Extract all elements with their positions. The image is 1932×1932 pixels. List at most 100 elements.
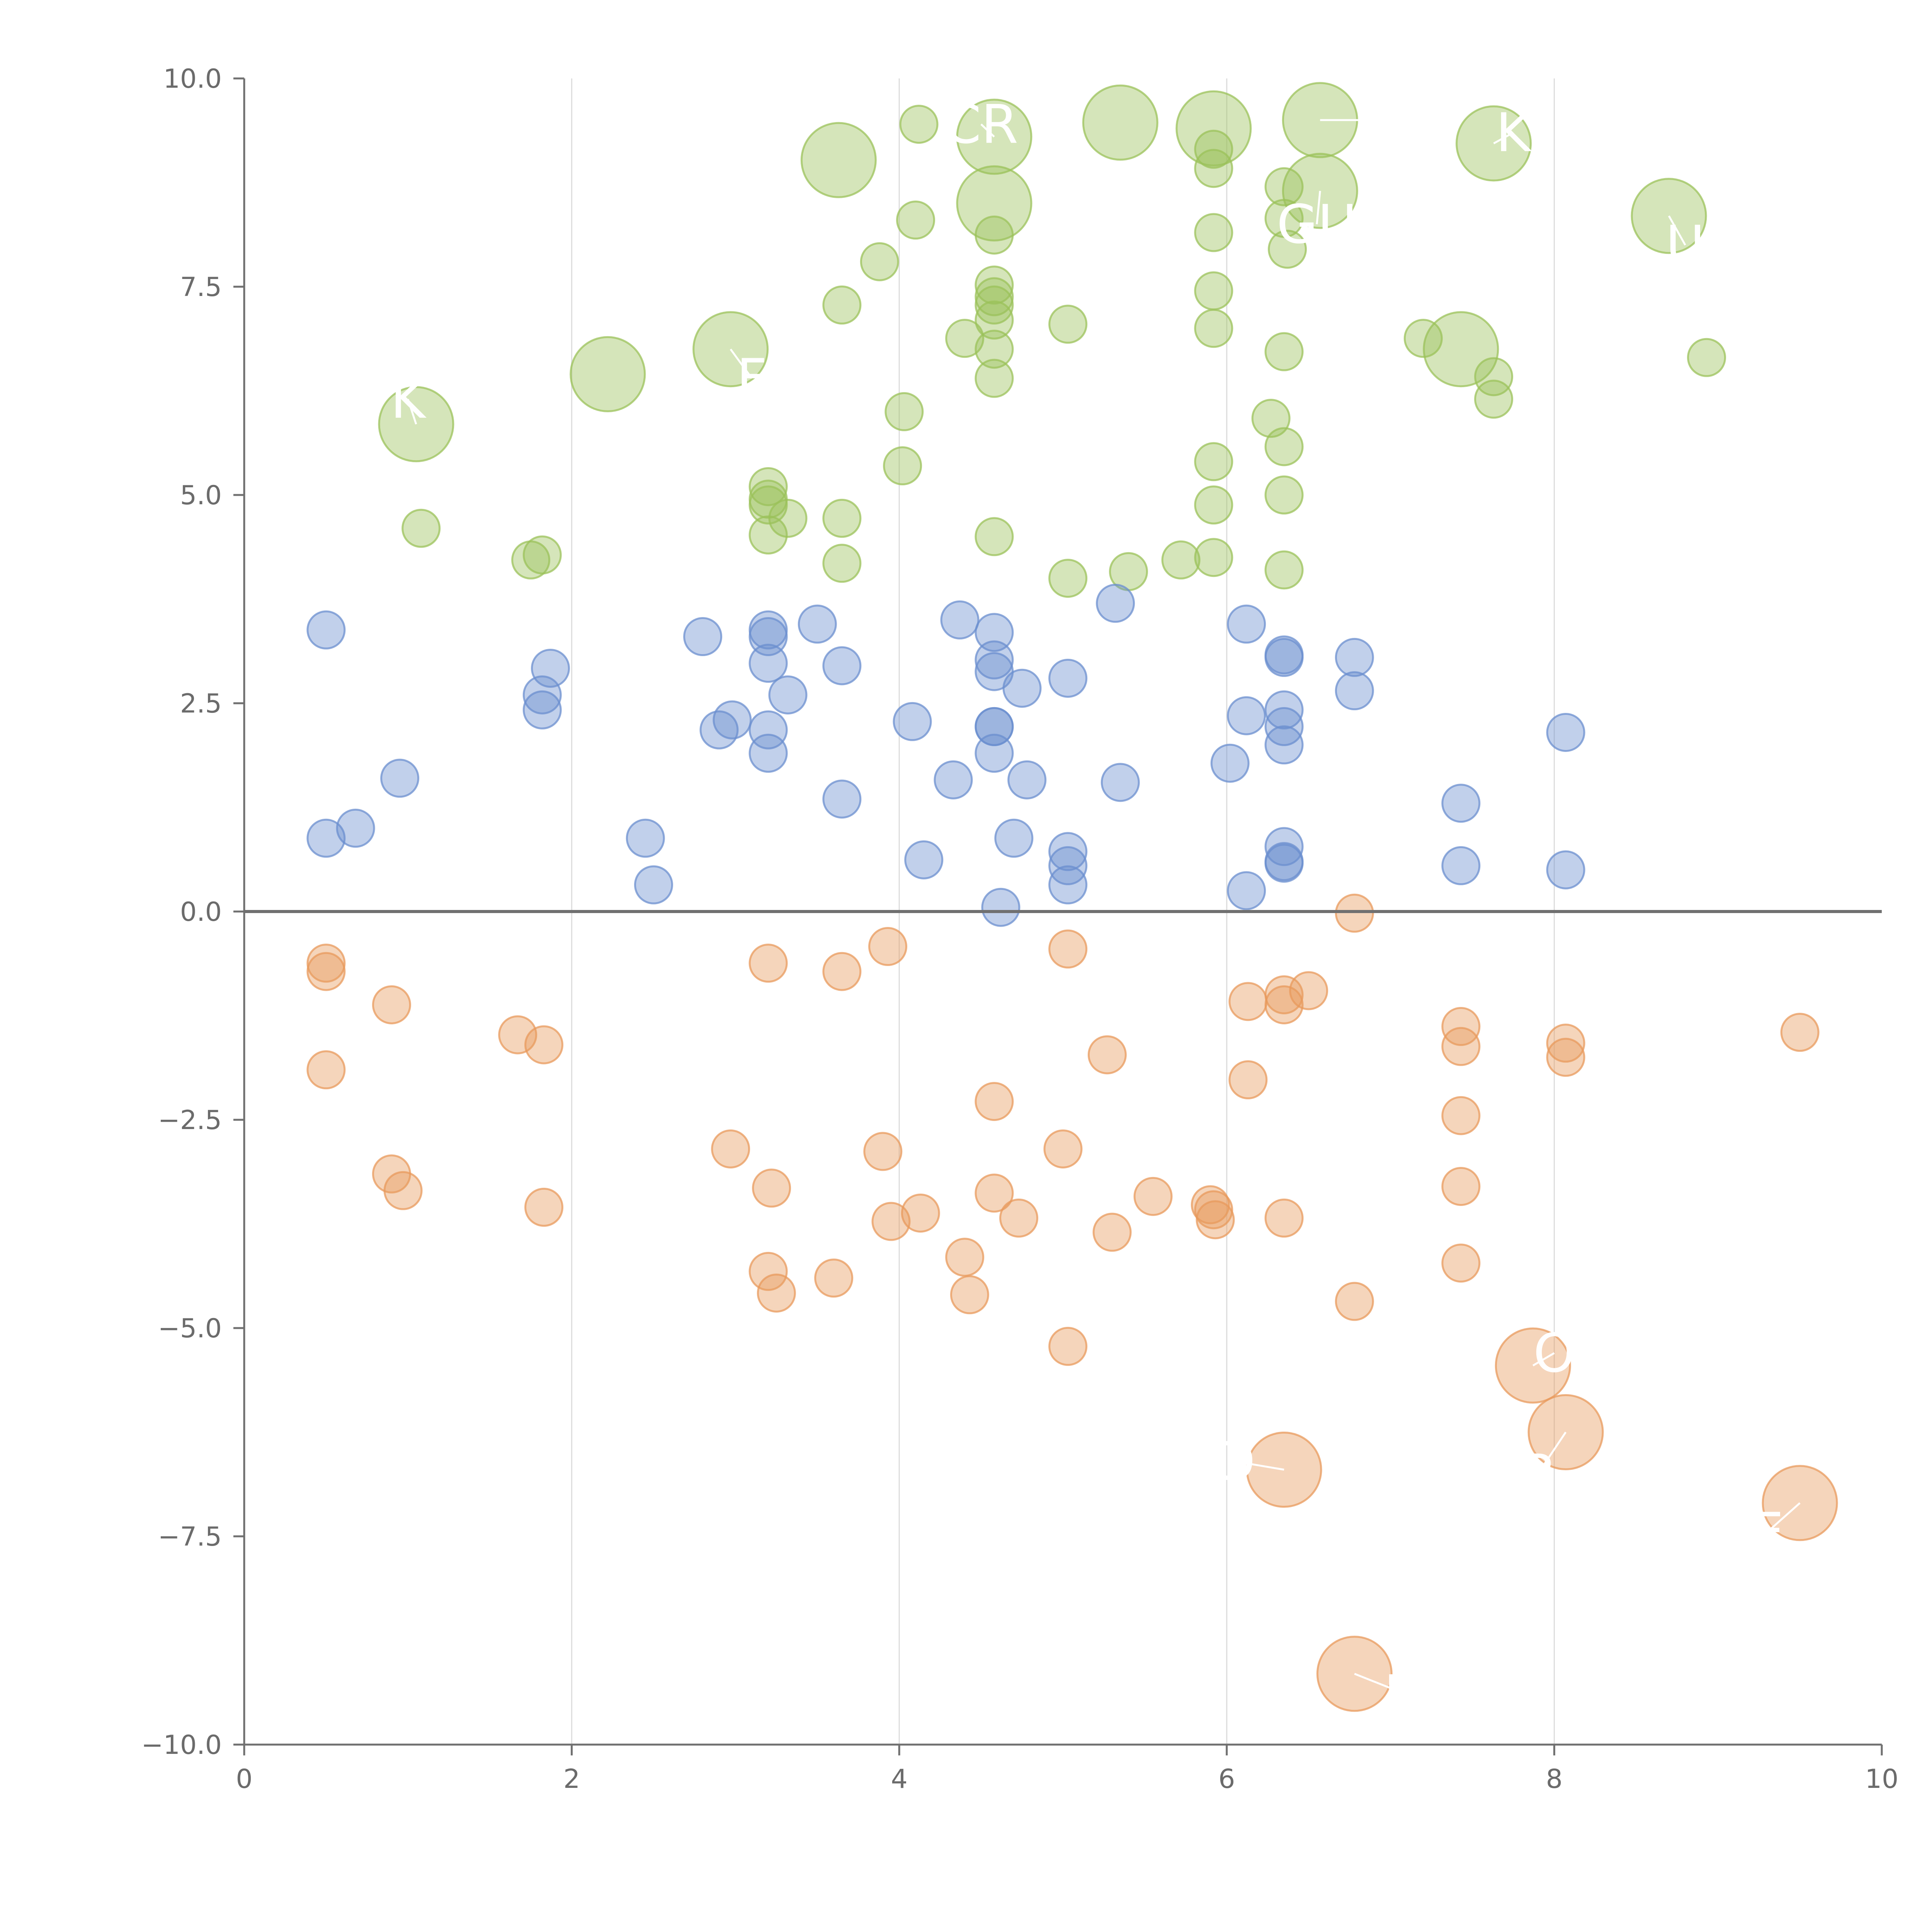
data-point-blue-11	[713, 700, 752, 740]
data-point-blue-46	[1264, 638, 1304, 677]
label-leader-1	[980, 123, 995, 138]
data-point-green-56	[1264, 475, 1304, 515]
data-point-orange-45	[1441, 1167, 1481, 1206]
data-point-blue-5	[522, 690, 562, 730]
data-point-blue-42	[1227, 604, 1266, 644]
point-label-5: K	[1496, 102, 1532, 164]
data-point-blue-39	[1096, 583, 1135, 623]
data-point-blue-14	[748, 644, 788, 683]
data-point-green-11	[1423, 311, 1499, 388]
data-point-green-3	[800, 122, 877, 198]
y-tick-label-8: 10.0	[163, 64, 222, 94]
data-point-blue-16	[748, 733, 788, 773]
data-point-orange-32	[1194, 1190, 1233, 1230]
data-point-orange-38	[1264, 1198, 1304, 1238]
data-point-green-27	[896, 201, 935, 240]
data-point-green-24	[860, 242, 899, 281]
data-point-green-34	[975, 300, 1014, 340]
data-point-blue-23	[934, 760, 973, 799]
data-point-green-49	[1194, 538, 1233, 577]
data-point-blue-35	[1048, 658, 1088, 698]
data-point-blue-24	[940, 600, 980, 639]
data-point-green-28	[899, 105, 939, 144]
data-point-green-21	[822, 498, 862, 538]
data-point-green-29	[945, 319, 985, 358]
data-point-green-57	[1264, 550, 1304, 590]
data-points	[306, 82, 1838, 1712]
data-point-orange-20	[945, 1238, 985, 1277]
data-point-blue-52	[1264, 844, 1304, 883]
data-point-green-35	[975, 330, 1014, 369]
data-point-orange-22	[975, 1082, 1014, 1121]
x-tick-label-4: 4	[891, 1764, 908, 1794]
data-point-green-38	[1048, 304, 1088, 344]
data-point-green-54	[1264, 332, 1304, 371]
data-point-blue-38	[1048, 865, 1088, 905]
y-tick-label-1: −7.5	[158, 1522, 222, 1552]
data-point-orange-48	[1546, 1037, 1585, 1077]
data-point-blue-58	[1546, 850, 1585, 889]
data-point-blue-34	[1007, 760, 1047, 799]
data-point-orange-10	[748, 944, 788, 983]
data-point-blue-20	[822, 779, 862, 819]
data-point-green-23	[822, 285, 862, 325]
data-point-blue-15	[748, 710, 788, 750]
data-point-orange-37	[1264, 985, 1304, 1024]
data-point-green-22	[822, 544, 862, 583]
axes	[233, 77, 1883, 1755]
data-point-orange-21	[950, 1275, 989, 1315]
y-tick-label-4: 0.0	[180, 897, 222, 927]
data-point-green-51	[1264, 167, 1304, 206]
data-point-green-46	[1194, 309, 1233, 348]
point-label-2: F	[736, 347, 767, 410]
data-point-green-48	[1194, 485, 1233, 525]
label-leader-8	[1537, 1432, 1567, 1475]
data-point-green-60	[1474, 379, 1514, 419]
data-point-blue-21	[893, 702, 932, 741]
data-point-orange-17	[868, 927, 908, 966]
data-point-orange-28	[1087, 1035, 1127, 1075]
data-point-blue-3	[380, 759, 420, 798]
label-leader-0	[407, 399, 417, 425]
data-point-orange-9	[711, 1129, 750, 1168]
data-point-blue-18	[798, 604, 837, 644]
data-point-green-52	[1264, 199, 1304, 238]
data-point-green-18	[748, 485, 788, 525]
data-point-green-41	[1161, 540, 1201, 580]
data-point-orange-8	[524, 1187, 564, 1227]
data-point-green-44	[1194, 213, 1233, 252]
point-label-6: U	[1666, 214, 1705, 276]
data-point-orange-12	[748, 1252, 788, 1291]
data-point-green-47	[1194, 442, 1233, 481]
point-label-11: M	[1384, 1664, 1430, 1726]
data-point-orange-14	[814, 1259, 854, 1298]
label-leader-5	[1493, 131, 1514, 145]
label-leader-lines	[407, 119, 1801, 1696]
data-point-blue-41	[1210, 743, 1250, 783]
data-point-blue-8	[634, 865, 673, 905]
y-tick-label-6: 5.0	[180, 480, 222, 511]
data-point-green-61	[1687, 338, 1726, 377]
data-point-orange-44	[1441, 1096, 1481, 1135]
y-tick-label-0: −10.0	[141, 1730, 222, 1760]
data-point-green-5	[956, 165, 1032, 242]
point-label-4: I	[1383, 89, 1398, 151]
point-label-9: D	[1214, 1430, 1255, 1493]
data-point-blue-32	[994, 818, 1034, 858]
data-point-blue-33	[1002, 668, 1042, 708]
x-tick-label-8: 8	[1546, 1764, 1563, 1794]
data-point-blue-49	[1264, 725, 1304, 765]
data-point-orange-26	[1048, 929, 1088, 969]
label-leader-2	[730, 349, 753, 379]
data-point-green-1	[570, 336, 646, 412]
data-point-green-32	[975, 277, 1014, 316]
data-point-blue-13	[748, 617, 788, 656]
data-point-orange-6	[498, 1015, 537, 1054]
data-point-blue-2	[336, 808, 375, 848]
data-point-blue-44	[1227, 871, 1266, 910]
data-point-green-33	[975, 285, 1014, 325]
data-point-green-43	[1194, 149, 1233, 188]
point-label-3: GU	[1277, 193, 1357, 255]
data-point-blue-47	[1264, 690, 1304, 730]
